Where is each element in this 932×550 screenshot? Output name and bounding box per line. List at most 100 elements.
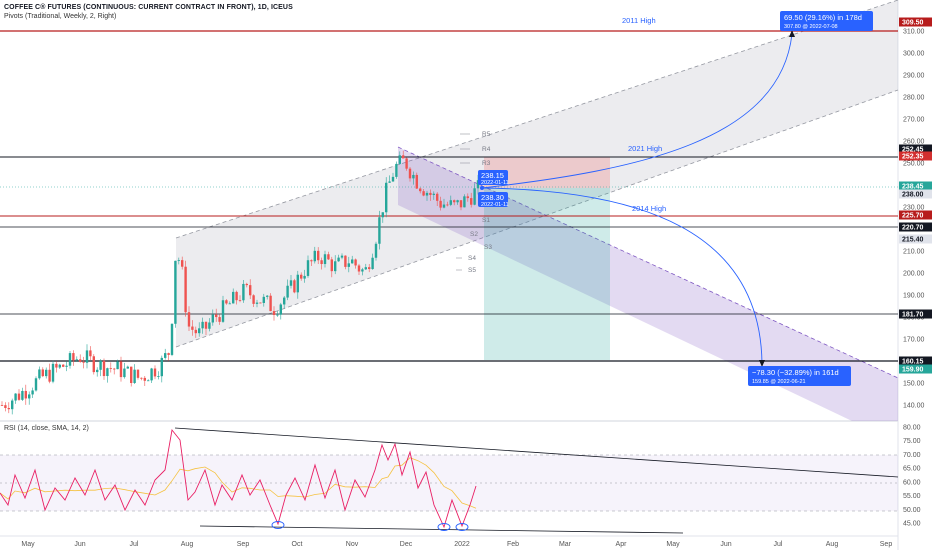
candle xyxy=(85,344,89,369)
candle xyxy=(7,402,10,414)
anchor-callout-1[interactable]: 238.15 2022-01-11 xyxy=(478,170,509,186)
rsi-tick-label: 45.00 xyxy=(903,521,921,528)
candle xyxy=(113,367,116,375)
price-tag: 252.35 xyxy=(899,151,932,161)
candle xyxy=(412,171,415,185)
candle xyxy=(204,321,208,336)
candle xyxy=(320,257,323,270)
rsi-line[interactable] xyxy=(0,428,477,529)
price-tag-text: 309.50 xyxy=(902,20,924,27)
candle xyxy=(385,177,388,218)
candle xyxy=(157,371,160,380)
candle xyxy=(24,384,27,405)
up-arrow-head xyxy=(789,30,795,37)
candle xyxy=(303,269,306,283)
candle xyxy=(82,356,85,369)
candle xyxy=(459,200,463,211)
candle xyxy=(126,365,129,369)
time-tick-label: Mar xyxy=(559,541,572,548)
rsi-tick-label: 55.00 xyxy=(903,493,921,500)
annotation-2021-high[interactable]: 2021 High xyxy=(628,144,662,153)
price-tick-label: 310.00 xyxy=(903,29,925,36)
candle xyxy=(72,350,75,366)
symbol-title[interactable]: COFFEE C® FUTURES (CONTINUOUS: CURRENT C… xyxy=(4,4,293,11)
pivot-labels: R5 R4 R3 S1 S2 S3 S4 S5 xyxy=(456,131,492,274)
candle xyxy=(340,253,344,260)
candle xyxy=(31,387,34,399)
candle xyxy=(68,350,72,369)
rsi-low-marker-1[interactable] xyxy=(271,521,285,529)
candle xyxy=(65,361,68,372)
candlestick-series[interactable] xyxy=(0,150,480,415)
rsi-low-marker-2[interactable] xyxy=(437,523,451,531)
time-axis[interactable]: May Jun Jul Aug Sep Oct Nov Dec 2022 Feb Mar Apr May… xyxy=(21,541,892,548)
price-tag: 159.90 xyxy=(899,364,932,374)
price-tag-text: 238.00 xyxy=(902,192,924,199)
time-tick-label: Aug xyxy=(826,541,839,548)
rsi-axis[interactable]: 80.00 75.00 70.00 65.00 60.00 55.00 50.00 45.00 xyxy=(903,425,921,528)
candle xyxy=(17,389,21,401)
annotation-2014-high[interactable]: 2014 High xyxy=(632,204,666,213)
up-projection-arc[interactable] xyxy=(481,33,793,189)
candle xyxy=(48,363,51,384)
candle xyxy=(289,275,293,289)
candle xyxy=(361,267,364,276)
rsi-support-trendline[interactable] xyxy=(199,525,684,534)
candle xyxy=(58,363,61,370)
candle xyxy=(160,355,163,383)
price-tag: 238.00 xyxy=(899,189,932,199)
time-tick-label: Feb xyxy=(507,541,519,548)
time-tick-label: 2022 xyxy=(454,541,470,548)
candle xyxy=(0,401,4,406)
rsi-low-marker-3[interactable] xyxy=(455,523,469,531)
time-tick-label: Jul xyxy=(774,541,783,548)
candle xyxy=(187,306,191,332)
anchor-callout-2[interactable]: 238.30 2022-01-11 xyxy=(478,192,509,208)
down-projection-callout[interactable]: −78.30 (−32.89%) in 161d 159.85 @ 2022-0… xyxy=(748,366,851,386)
time-tick-label: May xyxy=(21,541,35,548)
price-tick-label: 270.00 xyxy=(903,117,925,124)
candle xyxy=(136,369,140,380)
time-tick-label: Jul xyxy=(130,541,139,548)
rsi-indicator-label[interactable]: RSI (14, close, SMA, 14, 2) xyxy=(4,425,89,432)
time-tick-label: Nov xyxy=(346,541,359,548)
pivots-indicator-label[interactable]: Pivots (Traditional, Weekly, 2, Right) xyxy=(4,13,117,20)
time-tick-label: Sep xyxy=(237,541,250,548)
time-tick-label: Oct xyxy=(292,541,303,548)
candle xyxy=(269,293,272,312)
candle xyxy=(378,210,381,250)
candle xyxy=(109,362,112,373)
candle xyxy=(11,398,14,415)
candle xyxy=(181,256,184,270)
pivot-s5: S5 xyxy=(468,267,476,274)
up-callout-main: 69.50 (29.16%) in 178d xyxy=(784,13,862,22)
anchor-point[interactable] xyxy=(480,186,484,190)
candle xyxy=(344,255,347,270)
rsi-resistance-trendline[interactable] xyxy=(174,427,899,478)
up-projection-callout[interactable]: 69.50 (29.16%) in 178d 307.80 @ 2022-07-… xyxy=(780,11,873,31)
price-tag-text: 160.15 xyxy=(902,359,924,366)
candle xyxy=(21,387,24,402)
price-tick-label: 200.00 xyxy=(903,271,925,278)
candle xyxy=(34,376,38,392)
falling-channel-upper[interactable] xyxy=(397,146,899,379)
annotation-2011-high[interactable]: 2011 High xyxy=(622,16,656,25)
candle xyxy=(466,193,469,202)
rising-channel-upper[interactable] xyxy=(175,0,899,239)
down-projection-arc[interactable] xyxy=(481,187,763,364)
candle xyxy=(245,282,248,288)
down-callout-sub: 159.85 @ 2022-06-21 xyxy=(752,379,806,385)
price-tag: 252.45 xyxy=(899,144,932,154)
time-tick-label: Aug xyxy=(181,541,194,548)
candle xyxy=(334,255,337,275)
pivot-s1: S1 xyxy=(482,217,490,224)
candle xyxy=(198,322,201,337)
candle xyxy=(130,366,133,387)
candle xyxy=(453,199,456,206)
candle xyxy=(296,270,299,299)
candle xyxy=(286,279,289,301)
position-target-zone[interactable] xyxy=(484,188,610,360)
rising-channel-lower[interactable] xyxy=(175,89,899,348)
price-tick-label: 210.00 xyxy=(903,249,925,256)
